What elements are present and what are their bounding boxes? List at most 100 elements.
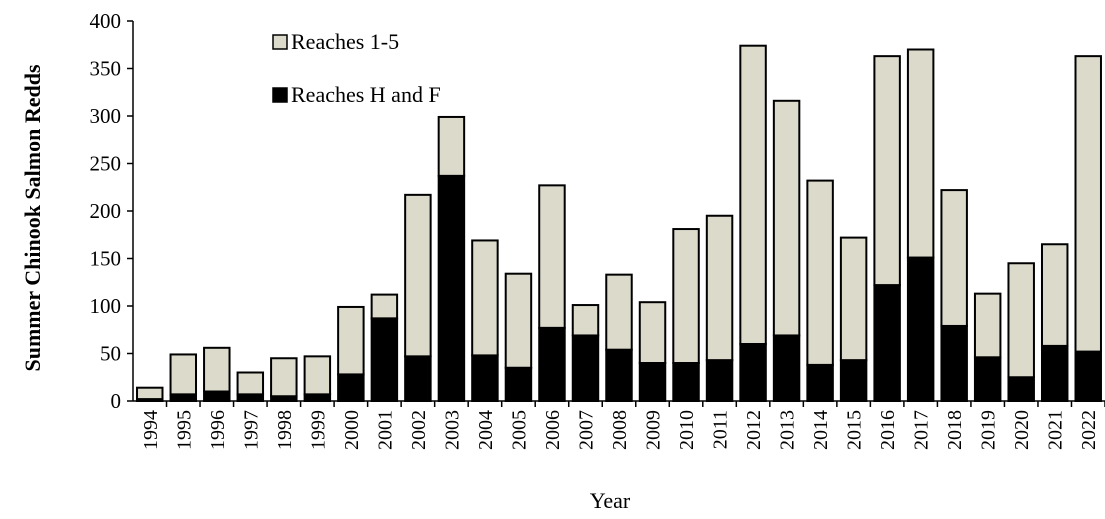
x-tick-label: 2003 — [441, 410, 463, 450]
bar-segment-reaches-h-and-f-2002 — [405, 356, 430, 401]
y-tick-label: 250 — [90, 152, 122, 176]
x-tick-label: 2020 — [1011, 410, 1033, 450]
bar-segment-reaches-h-and-f-2022 — [1076, 352, 1101, 401]
x-tick-label: 2005 — [508, 410, 530, 450]
bar-segment-reaches-h-and-f-2013 — [774, 335, 799, 401]
bar-segment-reaches-h-and-f-2011 — [707, 360, 732, 401]
x-tick-label: 2022 — [1078, 410, 1100, 450]
bar-segment-reaches-1-5-2010 — [673, 229, 698, 363]
bar-segment-reaches-1-5-2011 — [707, 216, 732, 360]
legend-label-reaches-1-5: Reaches 1-5 — [291, 29, 399, 54]
x-tick-label: 2000 — [341, 410, 363, 450]
bar-segment-reaches-1-5-2015 — [841, 238, 866, 361]
bar-segment-reaches-1-5-2020 — [1008, 263, 1033, 377]
x-tick-label: 2004 — [475, 410, 497, 450]
bar-segment-reaches-1-5-2017 — [908, 50, 933, 258]
bar-segment-reaches-h-and-f-2000 — [338, 374, 363, 401]
bar-segment-reaches-h-and-f-2012 — [740, 344, 765, 401]
bar-segment-reaches-1-5-2008 — [606, 275, 631, 350]
y-tick-label: 50 — [100, 342, 121, 366]
bar-segment-reaches-1-5-2013 — [774, 101, 799, 336]
bar-segment-reaches-h-and-f-1996 — [204, 392, 229, 402]
x-tick-label: 1996 — [207, 410, 229, 450]
bar-segment-reaches-1-5-2004 — [472, 240, 497, 355]
bar-segment-reaches-1-5-2000 — [338, 307, 363, 374]
bar-segment-reaches-1-5-2006 — [539, 185, 564, 328]
bar-segment-reaches-h-and-f-2003 — [439, 176, 464, 401]
x-tick-label: 1998 — [274, 410, 296, 450]
bar-segment-reaches-1-5-2016 — [874, 56, 899, 285]
bar-segment-reaches-1-5-1994 — [137, 388, 162, 399]
bar-segment-reaches-1-5-2014 — [807, 181, 832, 365]
bar-segment-reaches-1-5-2012 — [740, 46, 765, 344]
bar-segment-reaches-1-5-2018 — [941, 190, 966, 326]
bar-segment-reaches-1-5-2019 — [975, 294, 1000, 358]
y-tick-label: 150 — [90, 247, 122, 271]
x-tick-label: 2010 — [676, 410, 698, 450]
x-tick-label: 1995 — [173, 410, 195, 450]
bar-segment-reaches-h-and-f-2014 — [807, 365, 832, 401]
x-tick-label: 2001 — [374, 410, 396, 450]
x-tick-label: 2013 — [777, 410, 799, 450]
bar-segment-reaches-1-5-1996 — [204, 348, 229, 392]
y-tick-label: 300 — [90, 104, 122, 128]
x-tick-label: 1997 — [240, 410, 262, 450]
y-tick-label: 350 — [90, 57, 122, 81]
x-tick-label: 2012 — [743, 410, 765, 450]
bar-segment-reaches-h-and-f-2018 — [941, 326, 966, 401]
legend-swatch-reaches-1-5 — [273, 35, 287, 49]
x-tick-label: 1999 — [307, 410, 329, 450]
legend: Reaches 1-5 Reaches H and F — [273, 29, 441, 107]
bar-segment-reaches-h-and-f-2006 — [539, 328, 564, 401]
bar-segment-reaches-h-and-f-2017 — [908, 258, 933, 401]
bar-segment-reaches-h-and-f-2016 — [874, 285, 899, 401]
x-tick-label: 2009 — [643, 410, 665, 450]
bar-segment-reaches-1-5-2003 — [439, 117, 464, 176]
x-tick-label: 2007 — [575, 410, 597, 450]
bar-segment-reaches-1-5-1997 — [238, 373, 263, 395]
x-tick-label: 2018 — [944, 410, 966, 450]
bar-segment-reaches-1-5-2022 — [1076, 56, 1101, 351]
x-tick-label: 2006 — [542, 410, 564, 450]
x-tick-label: 2019 — [978, 410, 1000, 450]
x-tick-label: 2016 — [877, 410, 899, 450]
bar-segment-reaches-h-and-f-2020 — [1008, 377, 1033, 401]
x-tick-label: 2008 — [609, 410, 631, 450]
bar-segment-reaches-h-and-f-2004 — [472, 355, 497, 401]
y-tick-label: 400 — [90, 9, 122, 33]
x-tick-label: 2015 — [844, 410, 866, 450]
bar-segment-reaches-h-and-f-2019 — [975, 357, 1000, 401]
x-tick-label: 2017 — [911, 410, 933, 450]
legend-swatch-reaches-h-and-f — [273, 88, 287, 102]
bar-segment-reaches-1-5-1998 — [271, 358, 296, 396]
y-tick-label: 200 — [90, 199, 122, 223]
x-tick-label: 2014 — [810, 410, 832, 450]
bar-segment-reaches-h-and-f-2009 — [640, 363, 665, 401]
bar-segment-reaches-1-5-2002 — [405, 195, 430, 357]
bar-segment-reaches-1-5-1995 — [171, 354, 196, 394]
legend-label-reaches-h-and-f: Reaches H and F — [291, 82, 441, 107]
bar-segment-reaches-1-5-2005 — [506, 274, 531, 368]
x-tick-label: 2011 — [710, 410, 732, 449]
x-tick-label: 1994 — [140, 410, 162, 450]
bar-segment-reaches-h-and-f-2001 — [372, 318, 397, 401]
bar-segment-reaches-1-5-2021 — [1042, 244, 1067, 346]
bar-segment-reaches-1-5-1999 — [305, 356, 330, 394]
x-tick-label: 2021 — [1045, 410, 1067, 450]
bar-segment-reaches-h-and-f-2021 — [1042, 346, 1067, 401]
bar-segment-reaches-h-and-f-2007 — [573, 335, 598, 401]
bar-segment-reaches-h-and-f-2008 — [606, 350, 631, 401]
y-tick-label: 100 — [90, 294, 122, 318]
bar-segment-reaches-h-and-f-2010 — [673, 363, 698, 401]
x-axis-label: Year — [590, 488, 631, 513]
bar-segment-reaches-h-and-f-2015 — [841, 360, 866, 401]
bar-segment-reaches-1-5-2007 — [573, 305, 598, 335]
bar-segment-reaches-h-and-f-2005 — [506, 368, 531, 401]
y-axis-label: Summer Chinook Salmon Redds — [20, 64, 45, 371]
x-tick-label: 2002 — [408, 410, 430, 450]
bar-segment-reaches-1-5-2001 — [372, 295, 397, 319]
y-tick-label: 0 — [111, 389, 122, 413]
bar-segment-reaches-1-5-2009 — [640, 302, 665, 363]
